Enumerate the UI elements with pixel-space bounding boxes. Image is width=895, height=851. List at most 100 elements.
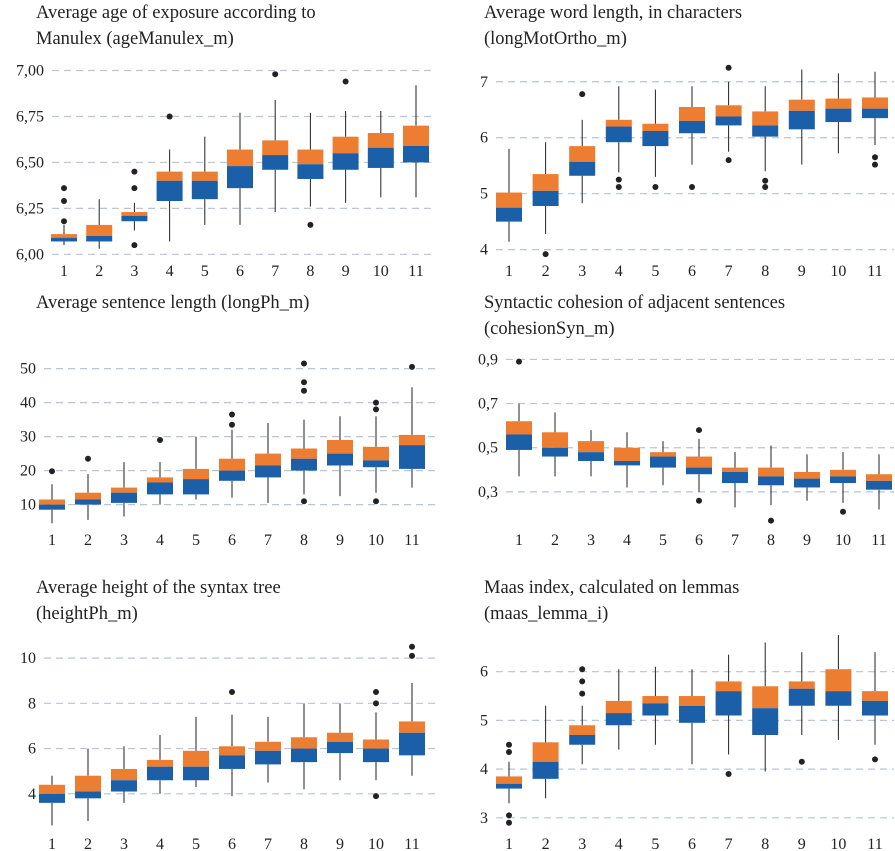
outlier-point [872,154,878,161]
outlier-point [301,498,307,505]
y-tick-label: 10 [20,497,36,514]
box-11 [399,643,425,776]
chart-plot: 4 5 6 7 1 2 3 4 5 6 7 8 9 10 11 [480,64,894,280]
x-tick-label: 1 [48,836,56,851]
x-tick-label: 11 [867,836,882,851]
box-lower-half [111,780,137,792]
x-tick-label: 3 [587,532,595,549]
outlier-point [872,756,878,763]
chart-plot: 10 20 30 40 50 1 2 3 4 5 6 7 8 9 10 11 [20,360,440,549]
x-tick-label: 10 [830,263,846,280]
box-upper-half [363,739,389,749]
box-5 [642,89,669,190]
x-tick-label: 6 [236,263,244,280]
chart-title: Average height of the syntax tree (heigh… [36,575,281,627]
x-tick-label: 10 [373,263,389,280]
box-upper-half [862,97,888,109]
y-tick-label: 50 [20,361,36,378]
x-tick-label: 10 [830,836,846,851]
box-upper-half [830,469,856,477]
x-tick-label: 3 [578,263,586,280]
box-upper-half [39,784,65,794]
outlier-point [516,358,522,365]
chart-title-line-2: (longMotOrtho_m) [484,29,627,49]
x-tick-label: 3 [130,263,138,280]
box-upper-half [605,119,632,127]
box-lower-half [650,456,676,468]
outlier-point [373,406,379,413]
box-upper-half [862,691,888,701]
box-upper-half [825,98,852,109]
box-lower-half [532,190,559,206]
x-tick-label: 11 [404,836,419,851]
x-tick-label: 4 [156,532,164,549]
x-tick-label: 8 [761,836,769,851]
outlier-point [840,508,846,515]
x-tick-label: 1 [515,532,523,549]
box-11 [399,363,425,488]
box-upper-half [86,224,113,236]
box-lower-half [39,793,65,803]
box-lower-half [686,467,712,475]
chart-title-line-1: Average word length, in characters [484,3,743,23]
box-upper-half [569,725,596,735]
box-upper-half [255,453,281,466]
box-lower-half [788,688,815,706]
box-5 [642,666,669,745]
box-upper-half [183,468,209,480]
x-tick-label: 7 [264,836,272,851]
chart-panel-maas-index: Maas index, calculated on lemmas (maas_l… [448,575,895,851]
box-lower-half [679,705,705,723]
x-tick-label: 9 [342,263,350,280]
box-lower-half [156,180,183,202]
outlier-point [579,91,586,98]
chart-plot: 0,3 0,5 0,7 0,9 1 2 3 4 5 6 7 8 9 10 11 [478,351,894,549]
outlier-point [272,71,279,78]
box-upper-half [758,467,784,477]
box-lower-half [262,155,289,170]
x-tick-label: 2 [84,836,92,851]
outlier-point [409,363,415,370]
box-6 [219,411,245,498]
box-4 [605,86,632,190]
y-tick-label: 4 [480,761,488,778]
y-tick-label: 0,9 [478,351,498,368]
outlier-point [506,812,512,819]
x-tick-label: 6 [688,836,696,851]
x-tick-label: 6 [228,836,236,851]
box-upper-half [121,212,148,216]
outlier-point [542,251,549,258]
outlier-point [157,437,163,443]
box-upper-half [532,742,559,762]
box-7 [715,64,742,164]
box-2 [75,455,101,520]
box-4 [605,669,632,750]
box-upper-half [399,721,425,733]
box-7 [255,423,281,503]
x-tick-label: 11 [871,532,886,549]
x-tick-label: 9 [336,836,344,851]
outlier-point [579,690,586,697]
box-lower-half [506,434,532,450]
box-upper-half [363,446,389,461]
box-11 [403,85,429,198]
box-upper-half [183,750,209,767]
box-lower-half [794,478,820,488]
box-upper-half [291,448,317,459]
x-tick-label: 2 [84,532,92,549]
box-3 [569,666,596,765]
box-upper-half [219,746,245,756]
box-lower-half [866,480,892,490]
box-3 [569,91,596,204]
chart-title: Average age of exposure according to Man… [36,0,316,52]
box-2 [532,142,559,258]
box-upper-half [111,768,137,781]
box-2 [532,705,559,799]
box-upper-half [147,759,173,767]
box-upper-half [825,669,852,692]
box-lower-half [825,108,852,123]
chart-title: Average sentence length (longPh_m) [36,290,309,316]
box-lower-half [297,164,324,179]
y-tick-label: 7 [480,74,488,91]
